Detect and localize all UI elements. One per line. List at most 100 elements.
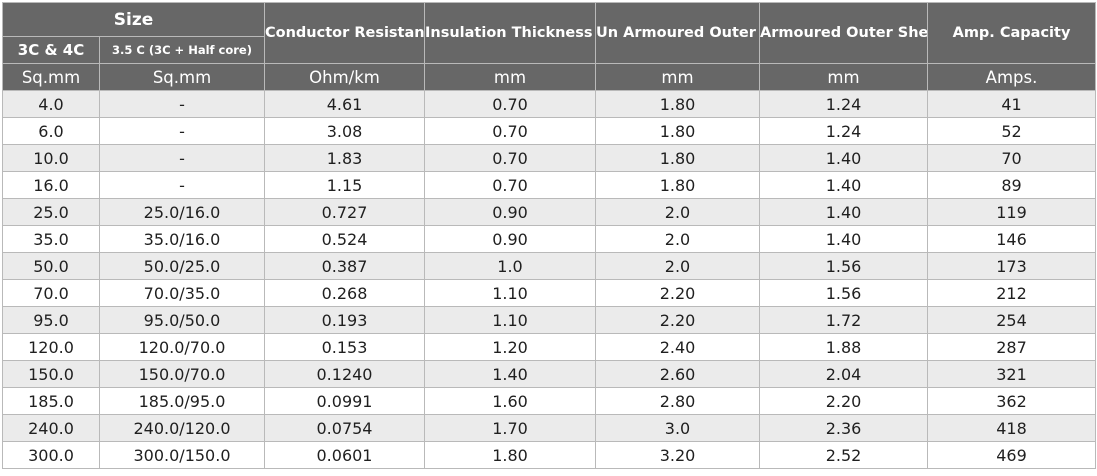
insulation-thickness-cell: 0.90 (424, 225, 596, 253)
conductor-resistance-cell: 3.08 (264, 117, 425, 145)
unarmoured-sheath-cell: 2.60 (595, 360, 760, 388)
unarmoured-sheath-cell: 2.0 (595, 198, 760, 226)
unit-cell: mm (424, 63, 596, 91)
armoured-sheath-cell: 1.24 (759, 90, 928, 118)
table-row: 185.0 185.0/95.0 0.0991 1.60 2.80 2.20 362 (2, 387, 1096, 415)
amp-capacity-cell: 41 (927, 90, 1096, 118)
size-3c-4c-cell: 50.0 (2, 252, 100, 280)
armoured-sheath-cell: 2.20 (759, 387, 928, 415)
size-3-5c-cell: - (99, 90, 265, 118)
size-3c-4c-cell: 120.0 (2, 333, 100, 361)
insulation-thickness-cell: 0.70 (424, 171, 596, 199)
conductor-resistance-cell: 0.0754 (264, 414, 425, 442)
table-row: 50.0 50.0/25.0 0.387 1.0 2.0 1.56 173 (2, 252, 1096, 280)
armoured-sheath-header: Armoured Outer Sheath Thickness (Mini.) (759, 2, 928, 64)
size-3c-4c-cell: 35.0 (2, 225, 100, 253)
size-3c-4c-cell: 240.0 (2, 414, 100, 442)
unarmoured-sheath-cell: 2.80 (595, 387, 760, 415)
conductor-resistance-cell: 0.153 (264, 333, 425, 361)
size-3-5c-cell: 300.0/150.0 (99, 441, 265, 469)
insulation-thickness-cell: 1.80 (424, 441, 596, 469)
size-3-5c-cell: 120.0/70.0 (99, 333, 265, 361)
amp-capacity-cell: 89 (927, 171, 1096, 199)
unarmoured-sheath-header: Un Armoured Outer Sheath Thickness (Nomi… (595, 2, 760, 64)
amp-capacity-cell: 418 (927, 414, 1096, 442)
amp-capacity-cell: 469 (927, 441, 1096, 469)
unarmoured-sheath-cell: 1.80 (595, 144, 760, 172)
unit-cell: Ohm/km (264, 63, 425, 91)
amp-capacity-cell: 321 (927, 360, 1096, 388)
conductor-resistance-cell: 0.193 (264, 306, 425, 334)
insulation-thickness-cell: 0.70 (424, 90, 596, 118)
table-row: 10.0-1.83 0.70 1.80 1.40 70 (2, 144, 1096, 172)
armoured-sheath-cell: 1.72 (759, 306, 928, 334)
size-3c-4c-cell: 300.0 (2, 441, 100, 469)
size-header: Size (2, 2, 265, 37)
insulation-thickness-cell: 1.40 (424, 360, 596, 388)
table-row: 35.0 35.0/16.0 0.524 0.90 2.0 1.40 146 (2, 225, 1096, 253)
amp-capacity-cell: 254 (927, 306, 1096, 334)
armoured-sheath-cell: 1.88 (759, 333, 928, 361)
table-row: 150.0 150.0/70.0 0.1240 1.40 2.60 2.04 321 (2, 360, 1096, 388)
amp-capacity-cell: 119 (927, 198, 1096, 226)
amp-capacity-cell: 70 (927, 144, 1096, 172)
armoured-sheath-cell: 1.40 (759, 198, 928, 226)
insulation-thickness-cell: 0.70 (424, 144, 596, 172)
size-3c-4c-cell: 10.0 (2, 144, 100, 172)
armoured-sheath-cell: 1.24 (759, 117, 928, 145)
amp-capacity-cell: 362 (927, 387, 1096, 415)
header-row-2: 3C & 4C 3.5 C (3C + Half core) (2, 36, 1096, 64)
armoured-sheath-cell: 1.40 (759, 144, 928, 172)
insulation-thickness-cell: 1.0 (424, 252, 596, 280)
unarmoured-sheath-cell: 2.20 (595, 306, 760, 334)
armoured-sheath-cell: 2.04 (759, 360, 928, 388)
size-3-5c-cell: 95.0/50.0 (99, 306, 265, 334)
insulation-thickness-cell: 1.60 (424, 387, 596, 415)
size-3-5c-cell: 240.0/120.0 (99, 414, 265, 442)
conductor-resistance-cell: 0.1240 (264, 360, 425, 388)
conductor-resistance-header: Conductor Resistance at 20°C temp.(Max.) (264, 2, 425, 64)
conductor-resistance-cell: 0.0601 (264, 441, 425, 469)
amp-capacity-cell: 173 (927, 252, 1096, 280)
size-3-5c-header: 3.5 C (3C + Half core) (99, 36, 265, 64)
size-3-5c-cell: 70.0/35.0 (99, 279, 265, 307)
table-row: 120.0 120.0/70.0 0.153 1.20 2.40 1.88 287 (2, 333, 1096, 361)
armoured-sheath-cell: 1.56 (759, 252, 928, 280)
size-3-5c-cell: 150.0/70.0 (99, 360, 265, 388)
size-3c-4c-cell: 25.0 (2, 198, 100, 226)
insulation-thickness-cell: 1.20 (424, 333, 596, 361)
amp-capacity-cell: 212 (927, 279, 1096, 307)
size-3c-4c-cell: 70.0 (2, 279, 100, 307)
amp-capacity-cell: 52 (927, 117, 1096, 145)
table-row: 6.0-3.08 0.70 1.80 1.24 52 (2, 117, 1096, 145)
conductor-resistance-cell: 1.83 (264, 144, 425, 172)
unit-cell: Sq.mm (2, 63, 100, 91)
size-3c-4c-cell: 185.0 (2, 387, 100, 415)
armoured-sheath-cell: 2.52 (759, 441, 928, 469)
armoured-sheath-cell: 1.56 (759, 279, 928, 307)
conductor-resistance-cell: 0.727 (264, 198, 425, 226)
amp-capacity-cell: 146 (927, 225, 1096, 253)
unarmoured-sheath-cell: 1.80 (595, 171, 760, 199)
size-3-5c-cell: 35.0/16.0 (99, 225, 265, 253)
insulation-thickness-header: Insulation Thickness (Nominal) (424, 2, 596, 64)
conductor-resistance-cell: 4.61 (264, 90, 425, 118)
insulation-thickness-cell: 0.70 (424, 117, 596, 145)
amp-capacity-cell: 287 (927, 333, 1096, 361)
size-3-5c-cell: - (99, 171, 265, 199)
unit-cell: Sq.mm (99, 63, 265, 91)
conductor-resistance-cell: 0.387 (264, 252, 425, 280)
size-3c-4c-cell: 150.0 (2, 360, 100, 388)
table-body: 4.0-4.61 0.70 1.80 1.24 41 6.0-3.08 0.70 1.80 1.… (2, 90, 1096, 469)
insulation-thickness-cell: 1.10 (424, 279, 596, 307)
size-3c-4c-cell: 6.0 (2, 117, 100, 145)
size-3-5c-cell: - (99, 117, 265, 145)
insulation-thickness-cell: 1.10 (424, 306, 596, 334)
table-row: 16.0-1.15 0.70 1.80 1.40 89 (2, 171, 1096, 199)
unit-cell: mm (595, 63, 760, 91)
size-3c-4c-header: 3C & 4C (2, 36, 100, 64)
unarmoured-sheath-cell: 1.80 (595, 117, 760, 145)
table-row: 25.0 25.0/16.0 0.727 0.90 2.0 1.40 119 (2, 198, 1096, 226)
insulation-thickness-cell: 1.70 (424, 414, 596, 442)
armoured-sheath-cell: 1.40 (759, 171, 928, 199)
